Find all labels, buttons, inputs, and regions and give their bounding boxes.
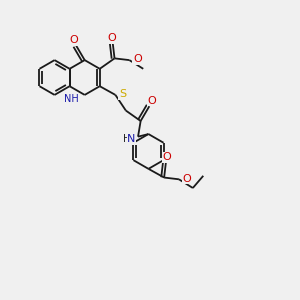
Text: S: S bbox=[119, 89, 126, 99]
Text: O: O bbox=[133, 54, 142, 64]
Text: O: O bbox=[107, 33, 116, 43]
Text: NH: NH bbox=[64, 94, 79, 104]
Text: O: O bbox=[70, 35, 78, 45]
Text: N: N bbox=[127, 134, 136, 144]
Text: H: H bbox=[123, 134, 131, 144]
Text: O: O bbox=[162, 152, 171, 162]
Text: O: O bbox=[147, 96, 156, 106]
Text: O: O bbox=[182, 174, 191, 184]
